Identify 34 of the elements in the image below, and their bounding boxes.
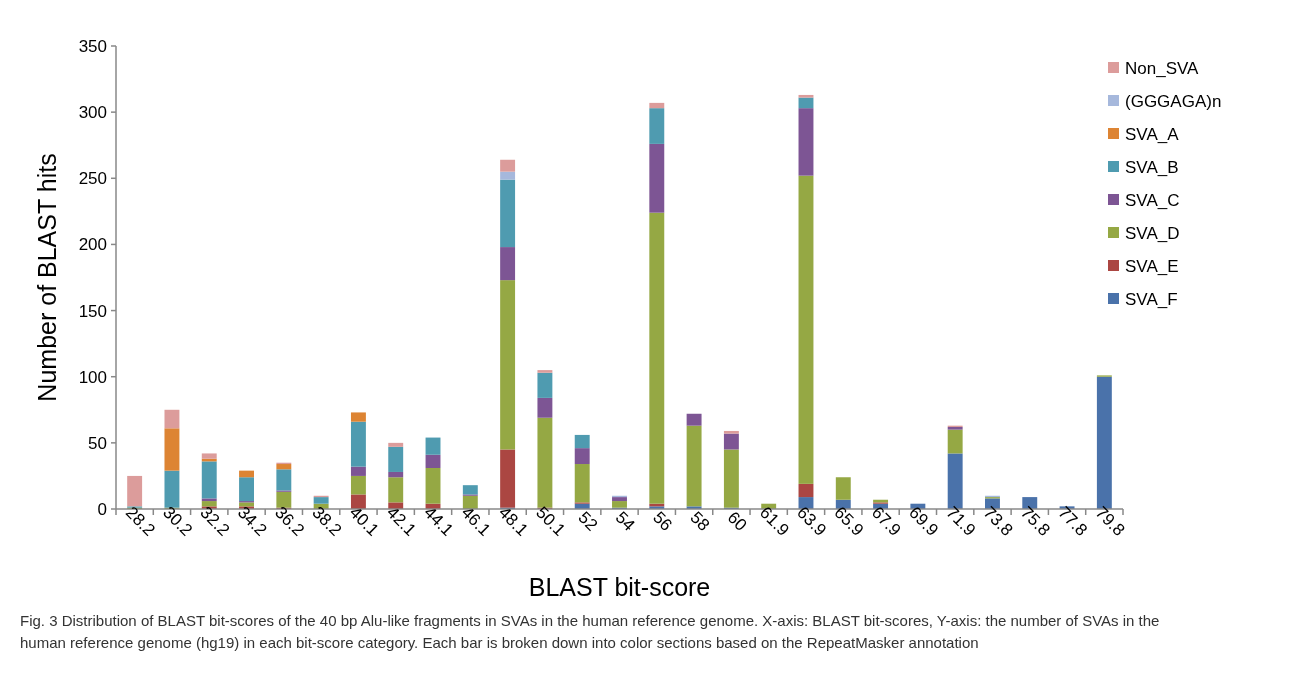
legend-label: SVA_E [1125, 256, 1179, 276]
legend-label: SVA_B [1125, 157, 1179, 177]
x-tick-label: 44.1 [420, 502, 458, 540]
legend-label: (GGGAGA)n [1125, 91, 1222, 111]
y-tick-label: 100 [78, 367, 107, 387]
y-tick-label: 350 [78, 36, 107, 56]
x-tick-label: 65.9 [830, 502, 868, 540]
x-tick-label: 63.9 [793, 502, 831, 540]
x-tick-label: 40.1 [345, 502, 383, 540]
legend-label: Non_SVA [1125, 58, 1200, 78]
y-tick-label: 250 [78, 169, 107, 189]
x-tick-label: 52 [574, 507, 602, 535]
x-tick-label: 60 [723, 507, 751, 535]
caption: Fig. 3 Distribution of BLAST bit-scores of the 40 bp Alu-like fragments in SVAs in the human reference genome. X-axis: BLAST bit-scores, Y-axis: the number of SVAs in the human reference genome (hg19) in each bit-score category. Each bar is broken down into color sections based on the RepeatMasker annotation [20, 612, 1160, 651]
legend-label: SVA_C [1125, 190, 1180, 210]
y-tick-label: 200 [78, 235, 107, 255]
x-tick-label: 69.9 [905, 502, 942, 540]
x-tick-label: 58 [686, 507, 714, 535]
x-tick-label: 46.1 [457, 502, 495, 540]
x-tick-label: 67.9 [867, 502, 905, 540]
x-tick-label: 56 [649, 507, 676, 535]
y-axis-title: Number of BLAST hits [33, 153, 61, 402]
y-tick-label: 50 [88, 433, 107, 453]
y-tick-label: 300 [78, 103, 107, 123]
legend-label: SVA_A [1125, 124, 1180, 144]
x-tick-label: 48.1 [494, 502, 532, 540]
x-axis-title: BLAST bit-score [528, 573, 711, 601]
x-tick-label: 42.1 [382, 502, 420, 540]
legend-label: SVA_D [1125, 223, 1180, 243]
y-tick-label: 0 [97, 499, 107, 519]
x-tick-label: 54 [611, 507, 639, 535]
y-tick-label: 150 [78, 301, 107, 321]
x-tick-label: 61.9 [755, 502, 793, 540]
legend-label: SVA_F [1125, 289, 1178, 309]
